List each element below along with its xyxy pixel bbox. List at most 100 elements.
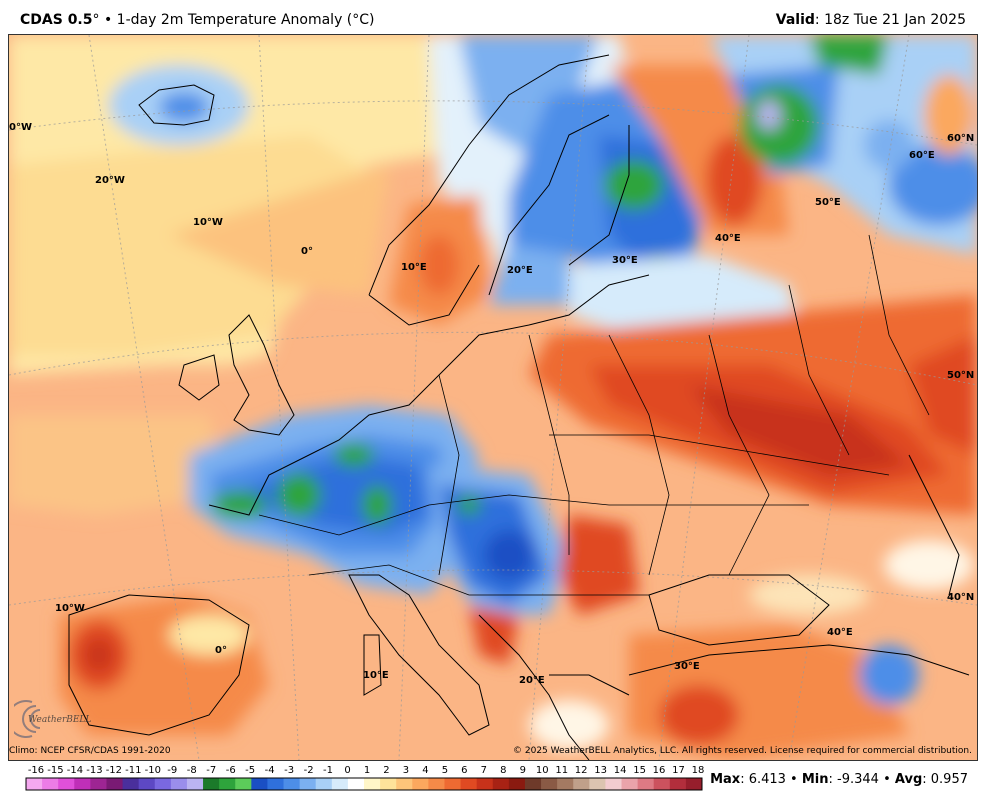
- lbl-10e-bot: 10°E: [363, 670, 389, 681]
- valid-value: : 18z Tue 21 Jan 2025: [814, 12, 966, 28]
- colorbar-tick: 12: [574, 765, 588, 776]
- colorbar-swatch: [541, 778, 558, 790]
- lbl-40n: 40°N: [947, 592, 974, 603]
- colorbar-swatch: [283, 778, 301, 790]
- avg-label: Avg: [894, 772, 923, 787]
- colorbar-tick: 9: [519, 765, 526, 776]
- colorbar-swatch: [669, 778, 687, 790]
- colorbar-tick: -9: [167, 765, 178, 776]
- colorbar-swatch: [524, 778, 542, 790]
- climo-note: Climo: NCEP CFSR/CDAS 1991-2020: [9, 746, 171, 756]
- min-label: Min: [801, 772, 829, 787]
- lbl-0w-top: 0°W: [9, 122, 32, 133]
- colorbar-tick: -4: [264, 765, 275, 776]
- colorbar-swatch: [380, 778, 397, 790]
- colorbar-swatch: [74, 778, 91, 790]
- weatherbell-logo: WeatherBELL: [14, 700, 91, 738]
- lbl-60e: 60°E: [909, 150, 935, 161]
- lbl-0-bot: 0°: [215, 645, 227, 656]
- colorbar-tick: 11: [555, 765, 569, 776]
- colorbar-tick: 16: [652, 765, 666, 776]
- lbl-60n: 60°N: [947, 133, 974, 144]
- anomaly-map[interactable]: 0°W 20°W 10°W 0° 10°E 20°E 30°E 40°E 50°…: [8, 34, 978, 761]
- colorbar-swatch: [347, 778, 365, 790]
- colorbar-swatch: [508, 778, 526, 790]
- colorbar-tick: -14: [66, 765, 84, 776]
- colorbar-tick: -13: [86, 765, 103, 776]
- colorbar-swatch: [492, 778, 510, 790]
- colorbar-swatch: [653, 778, 671, 790]
- lbl-50e: 50°E: [815, 197, 841, 208]
- coastlines: [68, 54, 970, 760]
- colorbar-swatch: [396, 778, 413, 790]
- colorbar-swatch: [154, 778, 172, 790]
- colorbar-swatch: [460, 778, 478, 790]
- valid-label: Valid: [775, 12, 815, 28]
- max-label: Max: [710, 772, 741, 787]
- lbl-40e-bot: 40°E: [827, 627, 853, 638]
- avg-value: : 0.957: [922, 772, 968, 787]
- colorbar-tick: -5: [245, 765, 256, 776]
- colorbar-swatch: [122, 778, 140, 790]
- colorbar-tick: 2: [383, 765, 390, 776]
- map-canvas: 0°W 20°W 10°W 0° 10°E 20°E 30°E 40°E 50°…: [9, 35, 977, 760]
- lbl-30e-bot: 30°E: [674, 661, 700, 672]
- lbl-50n: 50°N: [947, 370, 974, 381]
- map-labels: 0°W 20°W 10°W 0° 10°E 20°E 30°E 40°E 50°…: [9, 122, 974, 686]
- colorbar-swatch: [331, 778, 349, 790]
- colorbar-tick: 6: [461, 765, 468, 776]
- colorbar-tick: 4: [422, 765, 429, 776]
- colorbar-tick: -11: [125, 765, 142, 776]
- colorbar-swatch: [90, 778, 107, 790]
- colorbar-tick: -7: [206, 765, 217, 776]
- colorbar-swatch: [589, 778, 606, 790]
- colorbar-tick: 0: [344, 765, 351, 776]
- colorbar-tick: -1: [323, 765, 334, 776]
- colorbar-tick: 5: [441, 765, 449, 776]
- valid-time: Valid: 18z Tue 21 Jan 2025: [776, 12, 966, 28]
- colorbar-swatch: [637, 778, 655, 790]
- colorbar-swatch: [106, 778, 124, 790]
- page-title: CDAS 0.5° • 1-day 2m Temperature Anomaly…: [20, 12, 375, 28]
- colorbar-tick: 10: [535, 765, 549, 776]
- colorbar-swatch: [315, 778, 333, 790]
- colorbar-tick: 8: [500, 765, 507, 776]
- max-value: : 6.413 •: [740, 772, 802, 787]
- header: CDAS 0.5° • 1-day 2m Temperature Anomaly…: [0, 0, 984, 34]
- graticule: [9, 35, 977, 760]
- colorbar-swatch: [428, 778, 445, 790]
- colorbar-swatch: [476, 778, 494, 790]
- lbl-40e-top: 40°E: [715, 233, 741, 244]
- colorbar-tick: 13: [594, 765, 608, 776]
- lbl-10w-bot: 10°W: [55, 603, 85, 614]
- lbl-20e-bot: 20°E: [519, 675, 545, 686]
- colorbar-tick: -16: [27, 765, 45, 776]
- colorbar-tick: -3: [284, 765, 295, 776]
- colorbar-tick: -6: [225, 765, 236, 776]
- title-description: • 1-day 2m Temperature Anomaly (°C): [99, 12, 375, 28]
- colorbar-tick: 14: [613, 765, 627, 776]
- lbl-0-mid: 0°: [301, 246, 313, 257]
- colorbar-tick: 3: [402, 765, 410, 776]
- colorbar-swatch: [170, 778, 188, 790]
- lbl-20w: 20°W: [95, 175, 125, 186]
- colorbar-swatch: [219, 778, 236, 790]
- colorbar: [25, 777, 703, 791]
- copyright-note: © 2025 WeatherBELL Analytics, LLC. All r…: [513, 746, 972, 756]
- colorbar-swatch: [251, 778, 268, 790]
- title-model: CDAS 0.5: [20, 12, 93, 28]
- colorbar-swatch: [299, 778, 317, 790]
- stats: Max: 6.413 • Min: -9.344 • Avg: 0.957: [710, 772, 968, 787]
- lbl-10w-top: 10°W: [193, 217, 223, 228]
- lbl-10e-top: 10°E: [401, 262, 427, 273]
- lbl-20e-top: 20°E: [507, 265, 533, 276]
- colorbar-swatch: [364, 778, 381, 790]
- colorbar-swatch: [235, 778, 252, 790]
- colorbar-tick: 7: [480, 765, 487, 776]
- colorbar-swatch: [444, 778, 462, 790]
- colorbar-swatch: [138, 778, 156, 790]
- colorbar-swatches: [25, 777, 703, 791]
- colorbar-labels: -16 -15 -14 -13 -12 -11 -10 -9 -8 -7 -6 -5 -4 -3 -2 -1 0…: [24, 765, 705, 777]
- colorbar-tick: 1: [363, 765, 371, 776]
- colorbar-swatch: [557, 778, 574, 790]
